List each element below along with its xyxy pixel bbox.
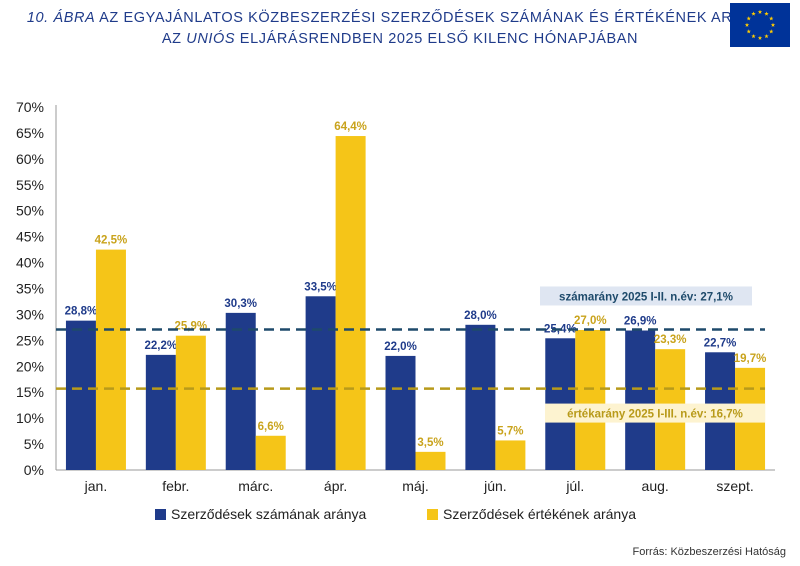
reference-label: értékarány 2025 I-III. n.év: 16,7% (567, 409, 743, 421)
source-note: Forrás: Közbeszerzési Hatóság (632, 546, 786, 558)
data-label: 28,0% (464, 310, 497, 322)
data-label: 26,9% (624, 316, 657, 328)
y-tick-label: 35% (16, 281, 44, 297)
y-tick-label: 10% (16, 410, 44, 426)
chart-title: 10. ÁBRA AZ EGYAJÁNLATOS KÖZBESZERZÉSI S… (0, 8, 800, 50)
flag-star (764, 33, 769, 39)
legend-label: Szerződések értékének aránya (443, 506, 636, 522)
title-text-2a: AZ (161, 31, 187, 47)
data-label: 6,6% (258, 421, 284, 433)
reference-box (540, 286, 752, 306)
x-tick-label: ápr. (324, 478, 347, 494)
x-tick-label: márc. (238, 478, 273, 494)
flag-star (764, 11, 769, 16)
figure-number: 10. ÁBRA (26, 10, 96, 26)
bar-count-7 (625, 330, 656, 470)
bar-value-5 (495, 440, 526, 470)
x-tick-label: febr. (162, 478, 189, 494)
flag-star (769, 29, 774, 34)
x-tick-label: aug. (642, 478, 669, 494)
data-label: 22,0% (384, 341, 417, 353)
flag-star (751, 33, 756, 39)
bar-value-0 (95, 249, 126, 470)
y-tick-label: 30% (16, 306, 44, 322)
bar-value-1 (175, 335, 206, 470)
y-tick-label: 0% (24, 462, 44, 478)
x-tick-label: jún. (483, 478, 507, 494)
flag-star (770, 22, 776, 27)
y-tick-label: 5% (24, 436, 44, 452)
y-tick-label: 40% (16, 255, 44, 271)
data-label: 27,0% (574, 315, 607, 327)
data-label: 23,3% (654, 334, 687, 346)
bar-count-4 (385, 355, 416, 470)
data-label: 30,3% (224, 298, 257, 310)
x-tick-label: jan. (84, 478, 108, 494)
data-label: 22,2% (145, 340, 178, 352)
bar-count-0 (65, 320, 96, 470)
y-tick-label: 25% (16, 332, 44, 348)
y-tick-label: 20% (16, 358, 44, 374)
x-tick-label: júl. (565, 478, 584, 494)
flag-star (757, 35, 763, 40)
bar-value-6 (575, 329, 606, 470)
reference-box (545, 403, 765, 423)
data-label: 28,8% (65, 306, 98, 318)
flag-star (746, 29, 751, 34)
bar-value-2 (255, 435, 286, 470)
title-text-2b: ELJÁRÁSRENDBEN 2025 ELSŐ KILENC HÓNAPJÁB… (235, 31, 639, 47)
title-line-1: 10. ÁBRA AZ EGYAJÁNLATOS KÖZBESZERZÉSI S… (0, 8, 800, 29)
data-label: 33,5% (304, 281, 337, 293)
y-tick-label: 60% (16, 151, 44, 167)
bar-value-4 (415, 451, 446, 470)
legend-swatch (427, 509, 438, 520)
flag-star (746, 16, 751, 21)
data-label: 3,5% (417, 437, 443, 449)
legend-label: Szerződések számának aránya (171, 506, 367, 522)
flag-star (751, 11, 756, 16)
bar-count-1 (145, 354, 176, 470)
legend-swatch (155, 509, 166, 520)
x-tick-label: máj. (402, 478, 428, 494)
data-label: 19,7% (734, 353, 767, 365)
data-label: 22,7% (704, 337, 737, 349)
y-tick-label: 70% (16, 99, 44, 115)
x-tick-label: szept. (716, 478, 753, 494)
flag-star (769, 16, 774, 21)
title-text-2-italic: UNIÓS (186, 31, 236, 47)
y-tick-label: 15% (16, 384, 44, 400)
eu-flag-icon (730, 3, 790, 47)
bar-value-3 (335, 136, 366, 471)
reference-label: számarány 2025 I-II. n.év: 27,1% (559, 291, 733, 303)
y-tick-label: 65% (16, 125, 44, 141)
flag-star (744, 22, 750, 27)
y-tick-label: 50% (16, 203, 44, 219)
title-line-2: AZ UNIÓS ELJÁRÁSRENDBEN 2025 ELSŐ KILENC… (0, 29, 800, 50)
data-label: 42,5% (95, 235, 128, 247)
bar-count-5 (465, 324, 496, 470)
flag-star (757, 9, 763, 14)
bar-count-3 (305, 296, 336, 470)
data-label: 25,9% (175, 321, 208, 333)
y-tick-label: 55% (16, 177, 44, 193)
data-label: 64,4% (334, 121, 367, 133)
data-label: 5,7% (497, 425, 523, 437)
y-tick-label: 45% (16, 229, 44, 245)
bar-count-2 (225, 312, 256, 470)
title-text-1: AZ EGYAJÁNLATOS KÖZBESZERZÉSI SZERZŐDÉSE… (95, 10, 774, 26)
